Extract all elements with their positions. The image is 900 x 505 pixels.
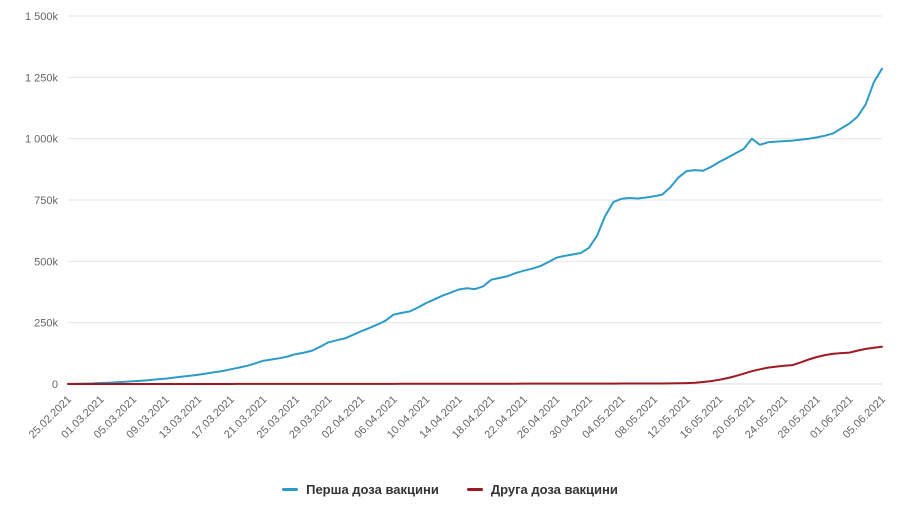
first-dose-line-marker-icon (282, 488, 299, 491)
second-dose-line[interactable] (67, 345, 883, 385)
y-axis-tick-label: 0 (52, 379, 58, 391)
y-axis-tick-label: 1 250k (25, 72, 59, 84)
legend-item-second-dose[interactable]: Друга доза вакцини (466, 482, 618, 497)
legend-item-first-dose[interactable]: Перша доза вакцини (282, 482, 439, 497)
y-axis-tick-label: 1 000k (25, 134, 59, 146)
y-axis-tick-label: 500k (34, 256, 58, 268)
y-axis-tick-label: 250k (34, 318, 58, 330)
y-axis-tick-label: 750k (34, 195, 58, 207)
legend-label-first-dose: Перша доза вакцини (306, 482, 439, 497)
chart-legend: Перша доза вакцини Друга доза вакцини (0, 482, 900, 497)
legend-label-second-dose: Друга доза вакцини (490, 482, 618, 497)
second-dose-line-marker-icon (466, 488, 483, 491)
y-axis-tick-label: 1 500k (25, 11, 59, 23)
first-dose-line[interactable] (67, 67, 883, 385)
